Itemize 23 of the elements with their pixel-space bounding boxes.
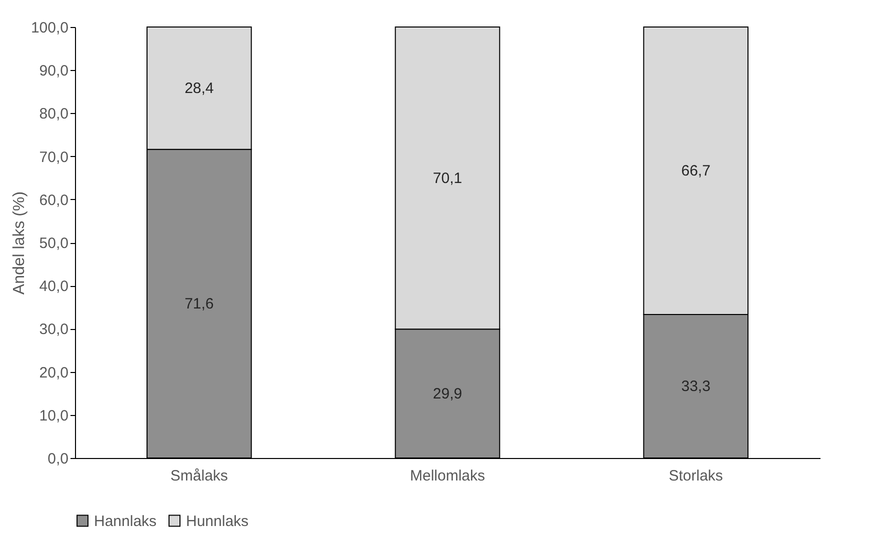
data-label: 66,7 xyxy=(681,162,710,180)
data-label: 70,1 xyxy=(432,170,462,188)
y-axis-title: Andel laks (%) xyxy=(10,191,28,295)
data-label: 71,6 xyxy=(184,296,214,313)
y-tick-label: 10,0 xyxy=(39,407,68,424)
y-tick-label: 0,0 xyxy=(48,450,68,468)
data-label: 28,4 xyxy=(184,80,214,98)
y-tick-label: 100,0 xyxy=(30,20,68,36)
x-tick-label: Storlaks xyxy=(668,468,723,484)
y-tick-label: 70,0 xyxy=(39,148,68,166)
legend-label: Hannlaks xyxy=(94,512,157,530)
x-tick-label: Mellomlaks xyxy=(410,468,486,484)
y-tick-label: 90,0 xyxy=(39,62,68,80)
data-label: 33,3 xyxy=(681,378,710,396)
y-tick-label: 20,0 xyxy=(39,364,68,382)
y-tick-label: 60,0 xyxy=(39,192,68,209)
y-tick-label: 40,0 xyxy=(39,278,68,296)
y-tick-label: 50,0 xyxy=(39,235,68,252)
y-tick-label: 30,0 xyxy=(39,321,68,338)
x-tick-label: Smålaks xyxy=(170,468,228,484)
y-tick-label: 80,0 xyxy=(39,106,68,123)
legend-label: Hunnlaks xyxy=(186,512,249,530)
data-label: 29,9 xyxy=(432,386,462,403)
